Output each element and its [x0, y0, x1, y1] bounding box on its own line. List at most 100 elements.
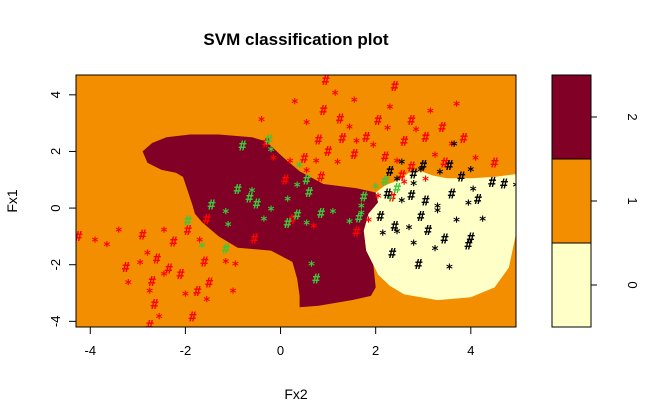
point-class-2: #: [324, 145, 332, 160]
point-class-1: *: [357, 209, 365, 224]
point-class-2: *: [426, 107, 434, 122]
point-class-1: #: [317, 207, 325, 222]
point-class-0: *: [434, 206, 442, 221]
data-points: #*# *#*#*#*#*# *#* #*# *#*#* #*#*#*#*#*#*#* # *…: [76, 74, 520, 327]
point-class-0: *: [410, 179, 418, 194]
point-class-2: *: [310, 221, 318, 236]
point-class-0: #: [445, 159, 453, 174]
point-class-2: #: [438, 121, 446, 136]
point-class-1: #: [360, 190, 368, 205]
legend-tick-label: 2: [625, 113, 640, 120]
point-class-0: *: [398, 196, 406, 211]
point-class-2: *: [258, 115, 266, 130]
point-class-2: *: [334, 158, 342, 173]
point-class-0: *: [436, 168, 444, 183]
point-class-1: #: [239, 139, 247, 154]
point-class-1: *: [260, 214, 268, 229]
point-class-1: *: [308, 260, 316, 275]
point-class-1: #: [208, 199, 216, 214]
point-class-0: #: [474, 193, 482, 208]
point-class-2: *: [369, 141, 377, 156]
point-class-0: *: [398, 158, 406, 173]
x-tick-label: 0: [277, 343, 284, 358]
x-axis: -4 -2 0 2 4: [84, 326, 474, 358]
y-tick-label: 0: [48, 204, 63, 211]
point-class-2: #: [353, 226, 361, 241]
point-class-1: #: [393, 182, 401, 197]
point-class-0: *: [410, 238, 418, 253]
y-axis: -4 -2 0 2 4: [48, 91, 77, 327]
point-class-2: #: [148, 275, 156, 290]
point-class-2: #: [338, 132, 346, 147]
point-class-2: #: [288, 213, 296, 228]
point-class-0: #: [419, 159, 427, 174]
point-class-2: *: [269, 153, 277, 168]
point-class-1: #: [253, 197, 261, 212]
point-class-2: *: [312, 156, 320, 171]
plot-area: #*# *#*#*#*#*# *#* #*# *#*#* #*#*#*#*#*#*#* # *…: [75, 74, 520, 328]
point-class-1: *: [357, 202, 365, 217]
y-tick-label: 2: [48, 148, 63, 155]
point-class-0: *: [464, 199, 472, 214]
point-class-2: *: [374, 192, 382, 207]
point-class-2: #: [317, 170, 325, 185]
point-class-2: #: [336, 112, 344, 127]
point-class-2: #: [193, 285, 201, 300]
point-class-2: *: [448, 139, 456, 154]
point-class-2: *: [303, 118, 311, 133]
point-class-1: *: [248, 186, 256, 201]
point-class-2: *: [365, 216, 373, 231]
point-class-2: #: [322, 74, 330, 89]
region-class-2: [142, 134, 379, 308]
point-class-1: *: [198, 241, 206, 256]
point-class-1: *: [346, 217, 354, 232]
point-class-2: #: [398, 169, 406, 184]
point-class-0: #: [422, 195, 430, 210]
point-class-1: *: [296, 161, 304, 176]
point-class-0: #: [415, 258, 423, 273]
point-class-1: #: [234, 183, 242, 198]
point-class-0: #: [384, 187, 392, 202]
point-class-1: *: [284, 195, 292, 210]
point-class-2: #: [350, 148, 358, 163]
point-class-2: *: [203, 295, 211, 310]
point-class-2: #: [139, 229, 147, 244]
point-class-2: *: [146, 287, 154, 302]
point-class-2: #: [170, 236, 178, 251]
point-class-1: *: [267, 145, 275, 160]
legend-swatch-class-2: [551, 74, 592, 160]
point-class-2: *: [453, 100, 461, 115]
decision-regions: [142, 134, 516, 308]
point-class-2: #: [205, 277, 213, 292]
point-class-2: #: [460, 132, 468, 147]
point-class-2: *: [222, 257, 230, 272]
point-class-2: *: [412, 125, 420, 140]
x-tick-label: 4: [467, 343, 474, 358]
point-class-1: #: [312, 272, 320, 287]
legend-tick-label: 0: [625, 281, 640, 288]
point-class-1: #: [246, 192, 254, 207]
point-class-2: #: [381, 151, 389, 166]
point-class-1: #: [305, 186, 313, 201]
point-class-2: #: [165, 263, 173, 278]
point-class-2: *: [472, 153, 480, 168]
color-legend: 0 1 2: [551, 74, 640, 328]
point-class-0: #: [417, 210, 425, 225]
y-axis-label: Fx1: [4, 189, 20, 213]
y-tick-label: 4: [48, 91, 63, 98]
point-class-2: *: [160, 270, 168, 285]
point-class-1: *: [267, 204, 275, 219]
point-class-0: *: [512, 180, 520, 195]
point-class-2: *: [346, 122, 354, 137]
point-class-1: *: [329, 207, 337, 222]
point-class-2: #: [122, 261, 130, 276]
point-class-0: *: [393, 175, 401, 190]
point-class-2: #: [491, 156, 499, 171]
point-class-0: #: [448, 187, 456, 202]
point-class-0: *: [469, 185, 477, 200]
point-class-2: *: [91, 236, 99, 251]
point-class-0: *: [431, 244, 439, 259]
point-class-2: #: [422, 131, 430, 146]
point-class-2: *: [115, 226, 123, 241]
